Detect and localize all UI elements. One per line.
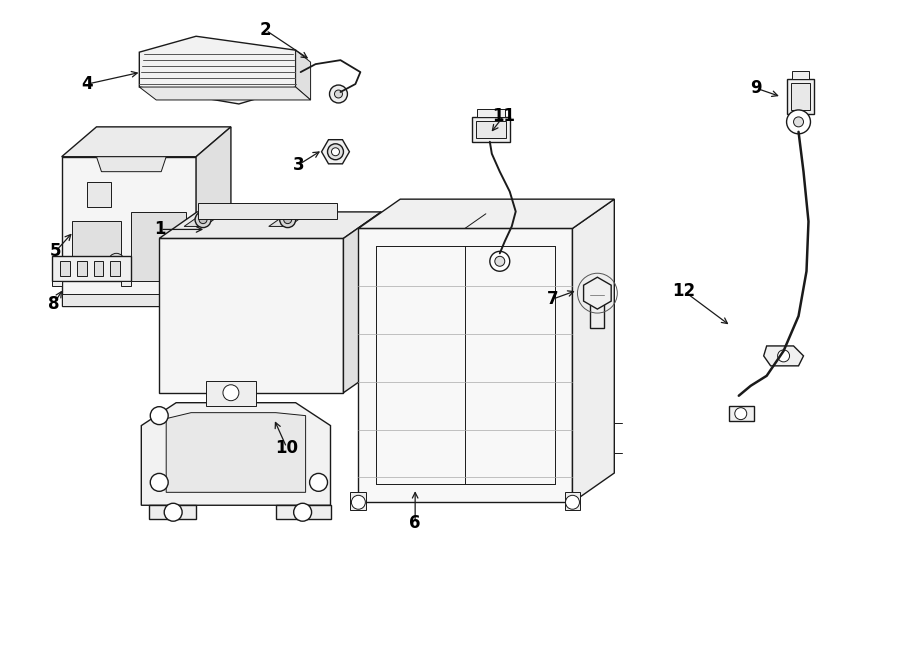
Polygon shape — [344, 212, 382, 393]
Circle shape — [490, 251, 509, 271]
Bar — [122, 281, 131, 286]
Circle shape — [284, 215, 292, 223]
Polygon shape — [86, 182, 112, 206]
Polygon shape — [275, 505, 330, 519]
Polygon shape — [159, 212, 382, 239]
Polygon shape — [572, 199, 615, 502]
Circle shape — [223, 385, 238, 401]
Bar — [76, 261, 86, 276]
Polygon shape — [149, 505, 196, 519]
Bar — [61, 294, 196, 306]
Polygon shape — [583, 277, 611, 309]
Text: 2: 2 — [260, 21, 272, 39]
Circle shape — [565, 495, 580, 509]
Bar — [51, 281, 61, 286]
Polygon shape — [61, 157, 196, 306]
Polygon shape — [206, 381, 256, 406]
Polygon shape — [140, 36, 296, 104]
Bar — [476, 121, 506, 137]
Circle shape — [335, 90, 343, 98]
Polygon shape — [140, 87, 310, 100]
Text: 12: 12 — [672, 282, 696, 300]
Bar — [790, 83, 811, 110]
Circle shape — [150, 473, 168, 491]
Polygon shape — [61, 127, 231, 157]
Polygon shape — [159, 239, 344, 393]
Circle shape — [328, 144, 344, 160]
Text: 8: 8 — [48, 295, 59, 313]
Polygon shape — [296, 50, 310, 100]
Circle shape — [310, 473, 328, 491]
Circle shape — [108, 253, 124, 269]
Circle shape — [329, 85, 347, 103]
Circle shape — [495, 256, 505, 266]
Circle shape — [150, 407, 168, 424]
Text: 3: 3 — [292, 156, 304, 174]
Polygon shape — [564, 492, 580, 510]
Text: 10: 10 — [275, 438, 298, 457]
Polygon shape — [269, 214, 308, 227]
Circle shape — [195, 212, 211, 227]
Polygon shape — [358, 199, 615, 229]
Polygon shape — [358, 229, 572, 502]
Polygon shape — [184, 214, 223, 227]
Text: 7: 7 — [547, 290, 558, 308]
Text: 1: 1 — [155, 220, 166, 239]
Circle shape — [280, 212, 296, 227]
Circle shape — [787, 110, 811, 134]
Bar — [792, 71, 809, 79]
Text: 9: 9 — [750, 79, 761, 97]
Bar — [590, 293, 604, 328]
Text: 6: 6 — [410, 514, 421, 532]
Bar — [477, 109, 505, 117]
Polygon shape — [96, 157, 166, 172]
Circle shape — [778, 350, 789, 362]
Text: 4: 4 — [82, 75, 94, 93]
Text: 11: 11 — [492, 107, 516, 125]
Text: 5: 5 — [50, 243, 61, 260]
Bar — [472, 117, 509, 142]
Circle shape — [199, 215, 207, 223]
Bar — [94, 261, 104, 276]
Polygon shape — [131, 212, 186, 281]
Circle shape — [794, 117, 804, 127]
Circle shape — [331, 148, 339, 156]
Circle shape — [734, 408, 747, 420]
Polygon shape — [729, 406, 753, 420]
Polygon shape — [198, 203, 338, 219]
Polygon shape — [166, 412, 306, 492]
Polygon shape — [350, 492, 366, 510]
Circle shape — [351, 495, 365, 509]
Polygon shape — [196, 127, 231, 306]
Polygon shape — [141, 403, 330, 505]
Circle shape — [164, 503, 182, 521]
Bar — [51, 256, 131, 281]
Polygon shape — [764, 346, 804, 366]
Bar — [787, 79, 814, 114]
Bar — [111, 261, 121, 276]
Polygon shape — [72, 221, 122, 281]
Circle shape — [293, 503, 311, 521]
Polygon shape — [321, 139, 349, 164]
Bar — [59, 261, 69, 276]
